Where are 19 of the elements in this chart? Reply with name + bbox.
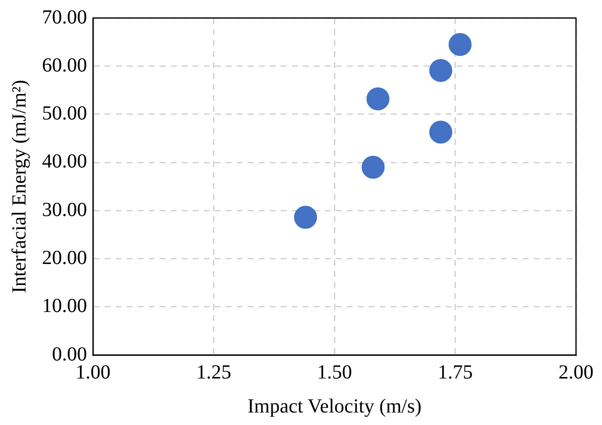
point (294, 206, 318, 229)
y-tick-label: 20.00 (42, 246, 87, 269)
x-axis-title: Impact Velocity (m/s) (247, 395, 422, 418)
point (366, 87, 390, 110)
x-tick-label: 2.00 (558, 361, 594, 384)
x-tick-label: 1.75 (438, 361, 473, 384)
point (448, 32, 472, 56)
point (429, 58, 452, 82)
y-tick-label: 40.00 (42, 150, 87, 173)
y-tick-label: 50.00 (42, 102, 87, 125)
y-tick-label: 60.00 (42, 54, 87, 76)
y-tick-label: 10.00 (42, 295, 87, 318)
y-tick-label: 30.00 (42, 198, 87, 221)
y-tick-label: 70.00 (42, 6, 87, 28)
point (429, 120, 452, 144)
y-axis-title: Interfacial Energy (mJ/m²) (8, 80, 30, 294)
x-tick-label: 1.50 (317, 361, 352, 384)
x-tick-label: 1.25 (196, 361, 232, 384)
point (362, 156, 385, 179)
